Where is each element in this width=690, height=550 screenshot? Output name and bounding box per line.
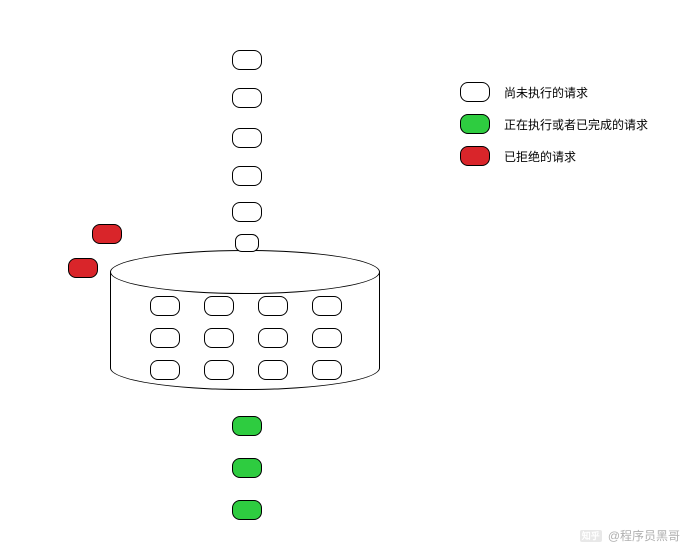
pending-request-incoming — [232, 202, 262, 222]
pending-request-incoming — [232, 88, 262, 108]
legend-swatch-active — [460, 114, 490, 134]
queued-request — [258, 360, 288, 380]
queued-request — [204, 328, 234, 348]
pending-request-incoming — [232, 50, 262, 70]
queued-request — [204, 360, 234, 380]
cylinder-top-ellipse — [110, 250, 380, 294]
rejected-request — [68, 258, 98, 278]
pending-request-incoming — [235, 234, 259, 252]
legend-row: 尚未执行的请求 — [460, 82, 648, 102]
legend-swatch-pending — [460, 82, 490, 102]
queued-request — [312, 360, 342, 380]
queued-request — [312, 328, 342, 348]
pending-request-incoming — [232, 128, 262, 148]
active-request — [232, 416, 262, 436]
diagram-canvas: 尚未执行的请求正在执行或者已完成的请求已拒绝的请求 知乎 @程序员黑哥 — [0, 0, 690, 550]
zhihu-icon: 知乎 — [580, 530, 602, 542]
rejected-request — [92, 224, 122, 244]
queued-request — [258, 328, 288, 348]
active-request — [232, 500, 262, 520]
legend-label: 正在执行或者已完成的请求 — [504, 116, 648, 133]
watermark: 知乎 @程序员黑哥 — [580, 527, 680, 544]
legend-row: 已拒绝的请求 — [460, 146, 648, 166]
pending-request-incoming — [232, 166, 262, 186]
legend-label: 已拒绝的请求 — [504, 148, 576, 165]
queued-request — [150, 360, 180, 380]
legend-swatch-rejected — [460, 146, 490, 166]
queued-request — [312, 296, 342, 316]
legend: 尚未执行的请求正在执行或者已完成的请求已拒绝的请求 — [460, 82, 648, 178]
queued-request — [150, 296, 180, 316]
legend-label: 尚未执行的请求 — [504, 84, 588, 101]
watermark-author: @程序员黑哥 — [608, 527, 680, 544]
queued-request — [150, 328, 180, 348]
active-request — [232, 458, 262, 478]
queued-request — [258, 296, 288, 316]
legend-row: 正在执行或者已完成的请求 — [460, 114, 648, 134]
queued-request — [204, 296, 234, 316]
